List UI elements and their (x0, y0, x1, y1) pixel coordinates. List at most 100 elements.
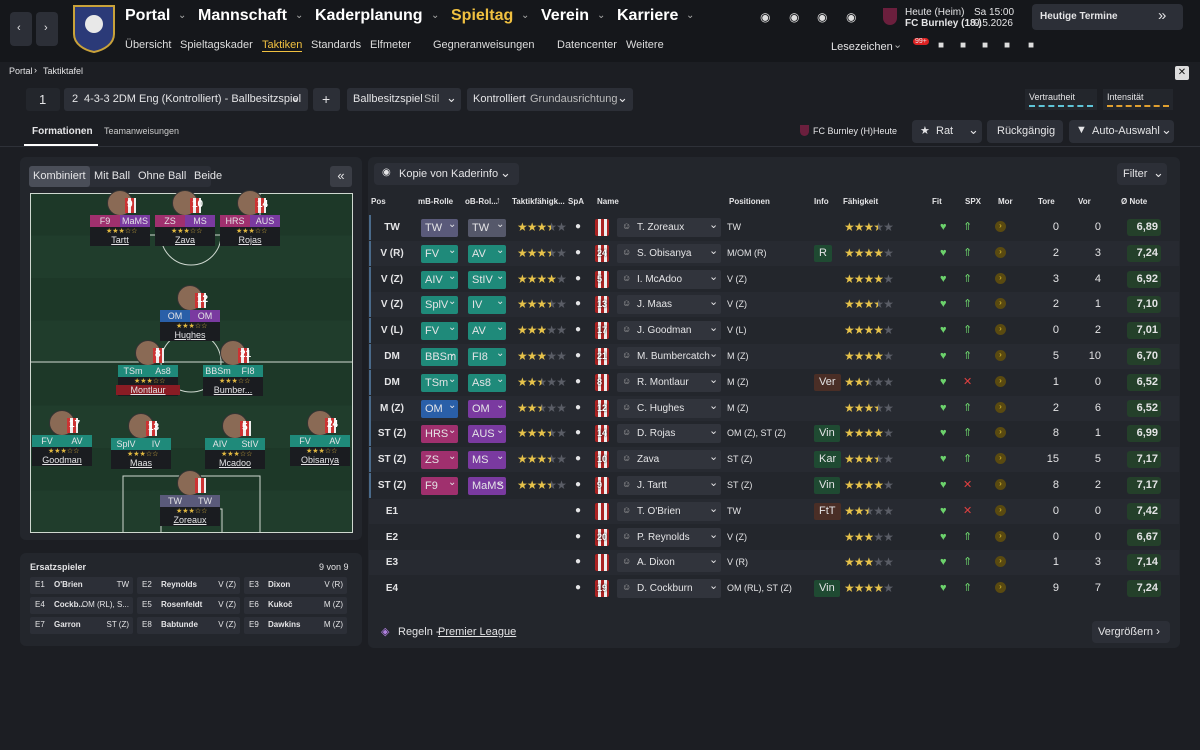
bookmarks[interactable]: Lesezeichen (831, 41, 893, 53)
tab[interactable]: Formationen (32, 126, 93, 137)
mentality-select[interactable]: Kontrolliert Grundausrichtung ⌄ (467, 88, 633, 111)
add-button[interactable]: + (313, 88, 340, 111)
nav-item[interactable]: Kaderplanung (315, 7, 423, 24)
player-name: J. Goodman (637, 325, 692, 337)
player-card[interactable]: 24 FV AV ★★★☆☆ Obisanya (288, 410, 352, 468)
column-header[interactable]: Pos (371, 197, 386, 206)
player-card[interactable]: 12 OM OM ★★★☆☆ Hughes (158, 285, 222, 343)
back-button[interactable]: ‹ (10, 12, 32, 46)
style-select[interactable]: Ballbesitzspiel Stil ⌄ (347, 88, 461, 111)
star: ★ (517, 349, 528, 363)
sub-slot[interactable]: E8 Babtunde V (Z) (137, 617, 240, 634)
column-header[interactable]: mB-Rolle (418, 197, 454, 206)
table-row[interactable]: E2 ● 20 ☺ P. Reynolds ⌄ V (Z) ★★★★★ ♥ ⇑ › 0 0 6,67 (369, 524, 1179, 550)
caret: ⌄ (496, 399, 505, 411)
table-row[interactable]: M (Z) OM ⌄ OM ⌄ ★★★★★ ● 12 ☺ C. Hughes ⌄ M (Z) ★★★★★… (369, 395, 1179, 421)
view-mode[interactable]: Beide (194, 170, 223, 182)
column-header[interactable]: Tore (1038, 197, 1055, 206)
nav-item[interactable]: Karriere (617, 7, 679, 24)
table-row[interactable]: ST (Z) ZS ⌄ MS ⌄ ★★★★★ ● 10 ☺ Zava ⌄ ST (Z) Kar ★★★★★… (369, 447, 1179, 473)
column-header[interactable]: Taktikfähigk... (512, 197, 565, 206)
rating: 7,01 (1127, 322, 1161, 340)
player-card[interactable]: TW TW ★★★☆☆ Zoreaux (158, 470, 222, 528)
subnav-item[interactable]: Standards (311, 39, 362, 51)
column-header[interactable]: Mor (998, 197, 1013, 206)
slot-1[interactable]: 1 (39, 92, 47, 107)
player-card[interactable]: 17 FV AV ★★★☆☆ Goodman (30, 410, 94, 468)
table-row[interactable]: DM BBSm ⌄ FI8 ⌄ ★★★★★ ● 21 ☺ M. Bumbercatch ⌄ M (Z)… (369, 344, 1179, 369)
table-row[interactable]: V (L) FV ⌄ AV ⌄ ★★★★★ ● 17 ☺ J. Goodman ⌄ V (L) ★★★★… (369, 318, 1179, 344)
sub-slot[interactable]: E3 Dixon V (R) (244, 577, 347, 594)
table-row[interactable]: ST (Z) HRS ⌄ AUS ⌄ ★★★★★ ● 14 ☺ D. Rojas ⌄ OM (Z), … (369, 421, 1179, 447)
goals: 5 (1052, 350, 1059, 362)
column-header[interactable]: Info (814, 197, 829, 206)
table-row[interactable]: E1 ● ☺ T. O'Brien ⌄ TW FtT ★★★★★ ♥ ✕ › 0 0 7,42 (369, 498, 1179, 524)
table-row[interactable]: V (Z) SplV ⌄ IV ⌄ ★★★★★ ● 13 ☺ J. Maas ⌄ V (Z) ★★★★★… (369, 292, 1179, 318)
column-header[interactable]: SpA (568, 197, 584, 206)
column-header[interactable]: Vor (1078, 197, 1091, 206)
sub-position: V (Z) (218, 620, 236, 629)
role-bar: TW TW (160, 495, 220, 507)
column-header[interactable]: oB-Rol... (465, 197, 498, 206)
auto-button[interactable]: Auto-Auswahl ▼ ⌄ (1069, 120, 1174, 143)
person-icon: ☺ (622, 453, 632, 464)
sub-slot[interactable]: E6 Kukoč M (Z) (244, 597, 347, 614)
sub-slot[interactable]: E2 Reynolds V (Z) (137, 577, 240, 594)
subnav-item[interactable]: Taktiken (262, 39, 303, 52)
subnav-item[interactable]: Datencenter (557, 39, 617, 51)
player-card[interactable]: 14 HRS AUS ★★★☆☆ Rojas (218, 190, 282, 248)
agenda-button[interactable]: Heutige Termine » (1032, 4, 1183, 30)
subnav-item[interactable]: Elfmeter (370, 39, 411, 51)
sub-slot[interactable]: E5 Rosenfeldt V (Z) (137, 597, 240, 614)
undo-button[interactable]: Rückgängig (987, 120, 1063, 143)
table-row[interactable]: V (R) FV ⌄ AV ⌄ ★★★★★ ● 24 ☺ S. Obisanya ⌄ M/OM (R)… (369, 240, 1179, 266)
column-header[interactable]: Positionen (729, 197, 770, 206)
league-link[interactable]: Premier League (438, 626, 517, 638)
table-row[interactable]: ST (Z) F9 ⌄ MaMS ⌄ ★★★★★ ● 9 ☺ J. Tartt ⌄ ST (Z) Vin… (369, 473, 1179, 498)
player-card[interactable]: 13 SplV IV ★★★☆☆ Maas (109, 413, 173, 471)
view-mode[interactable]: Kombiniert (29, 166, 90, 187)
column-header[interactable]: Name (597, 197, 619, 206)
player-card[interactable]: 21 BBSm FI8 ★★★☆☆ Bumber... (201, 340, 265, 398)
view-mode[interactable]: Ohne Ball (138, 170, 187, 182)
subnav-item[interactable]: Weitere (626, 39, 664, 51)
nav-item[interactable]: Portal (125, 7, 171, 24)
role-bar: OM OM (160, 310, 220, 322)
table-row[interactable]: E3 ● ☺ A. Dixon ⌄ V (R) ★★★★★ ♥ ⇑ › 1 3 7,14 (369, 550, 1179, 576)
table-row[interactable]: E4 ● 19 ☺ D. Cockburn ⌄ OM (RL), ST (Z) Vin ★★★★… (369, 576, 1179, 602)
column-header[interactable]: Fähigkeit (843, 197, 879, 206)
nav-item[interactable]: Spieltag (451, 7, 514, 24)
sub-slot[interactable]: E9 Dawkins M (Z) (244, 617, 347, 634)
subnav-item[interactable]: Spieltagskader (180, 39, 253, 51)
table-row[interactable]: V (Z) AIV ⌄ StIV ⌄ ★★★★★ ● 5 ☺ I. McAdoo ⌄ V (Z) ★★★… (369, 266, 1179, 292)
column-header[interactable]: Fit (932, 197, 942, 206)
view-mode[interactable]: Mit Ball (94, 170, 131, 182)
sub-slot[interactable]: E7 Garron ST (Z) (30, 617, 133, 634)
player-card[interactable]: 5 AIV StIV ★★★☆☆ Mcadoo (203, 413, 267, 471)
table-row[interactable]: TW TW ⌄ TW ⌄ ★★★★★ ● ☺ T. Zoreaux ⌄ TW ★★★★★ ♥ ⇑ › 0 0 6,… (369, 215, 1179, 240)
nav-item[interactable]: Mannschaft (198, 7, 287, 24)
breadcrumb[interactable]: Portal (9, 66, 33, 76)
player-card[interactable]: 8 TSm As8 ★★★☆☆ Montlaur (116, 340, 180, 398)
subnav-item[interactable]: Gegneranweisungen (433, 39, 535, 51)
filter-button[interactable]: Filter ⌄ (1117, 163, 1167, 185)
column-header[interactable]: SPX (965, 197, 982, 206)
player-card[interactable]: 9 F9 MaMS ★★★☆☆ Tartt (88, 190, 152, 248)
collapse-button[interactable]: « (330, 166, 352, 187)
tactic-select[interactable]: 2 4-3-3 2DM Eng (Kontrolliert) - Ballbesi… (64, 88, 308, 111)
column-header[interactable]: Ø Note (1121, 197, 1148, 206)
subnav-item[interactable]: Übersicht (125, 39, 172, 51)
table-row[interactable]: DM TSm ⌄ As8 ⌄ ★★★★★ ● 8 ☺ R. Montlaur ⌄ M (Z) Ver ★★… (369, 369, 1179, 395)
sub-slot[interactable]: E1 O'Brien TW (30, 577, 133, 594)
sub-slot[interactable]: E4 Cockb... OM (RL), S... (30, 597, 133, 614)
view-select[interactable]: ◉ Kopie von Kaderinfo ⌄ (374, 163, 519, 185)
close-button[interactable]: ✕ (1175, 66, 1189, 80)
forward-button[interactable]: › (36, 12, 58, 46)
tab[interactable]: Teamanweisungen (104, 126, 180, 136)
nav-item[interactable]: Verein (541, 7, 590, 24)
shirt-number: 9 (127, 199, 133, 210)
expand-button[interactable]: Vergrößern › (1092, 621, 1170, 643)
advice-button[interactable]: Rat ★ ⌄ (912, 120, 982, 143)
breadcrumb-sep: › (34, 65, 37, 75)
player-card[interactable]: 10 ZS MS ★★★☆☆ Zava (153, 190, 217, 248)
